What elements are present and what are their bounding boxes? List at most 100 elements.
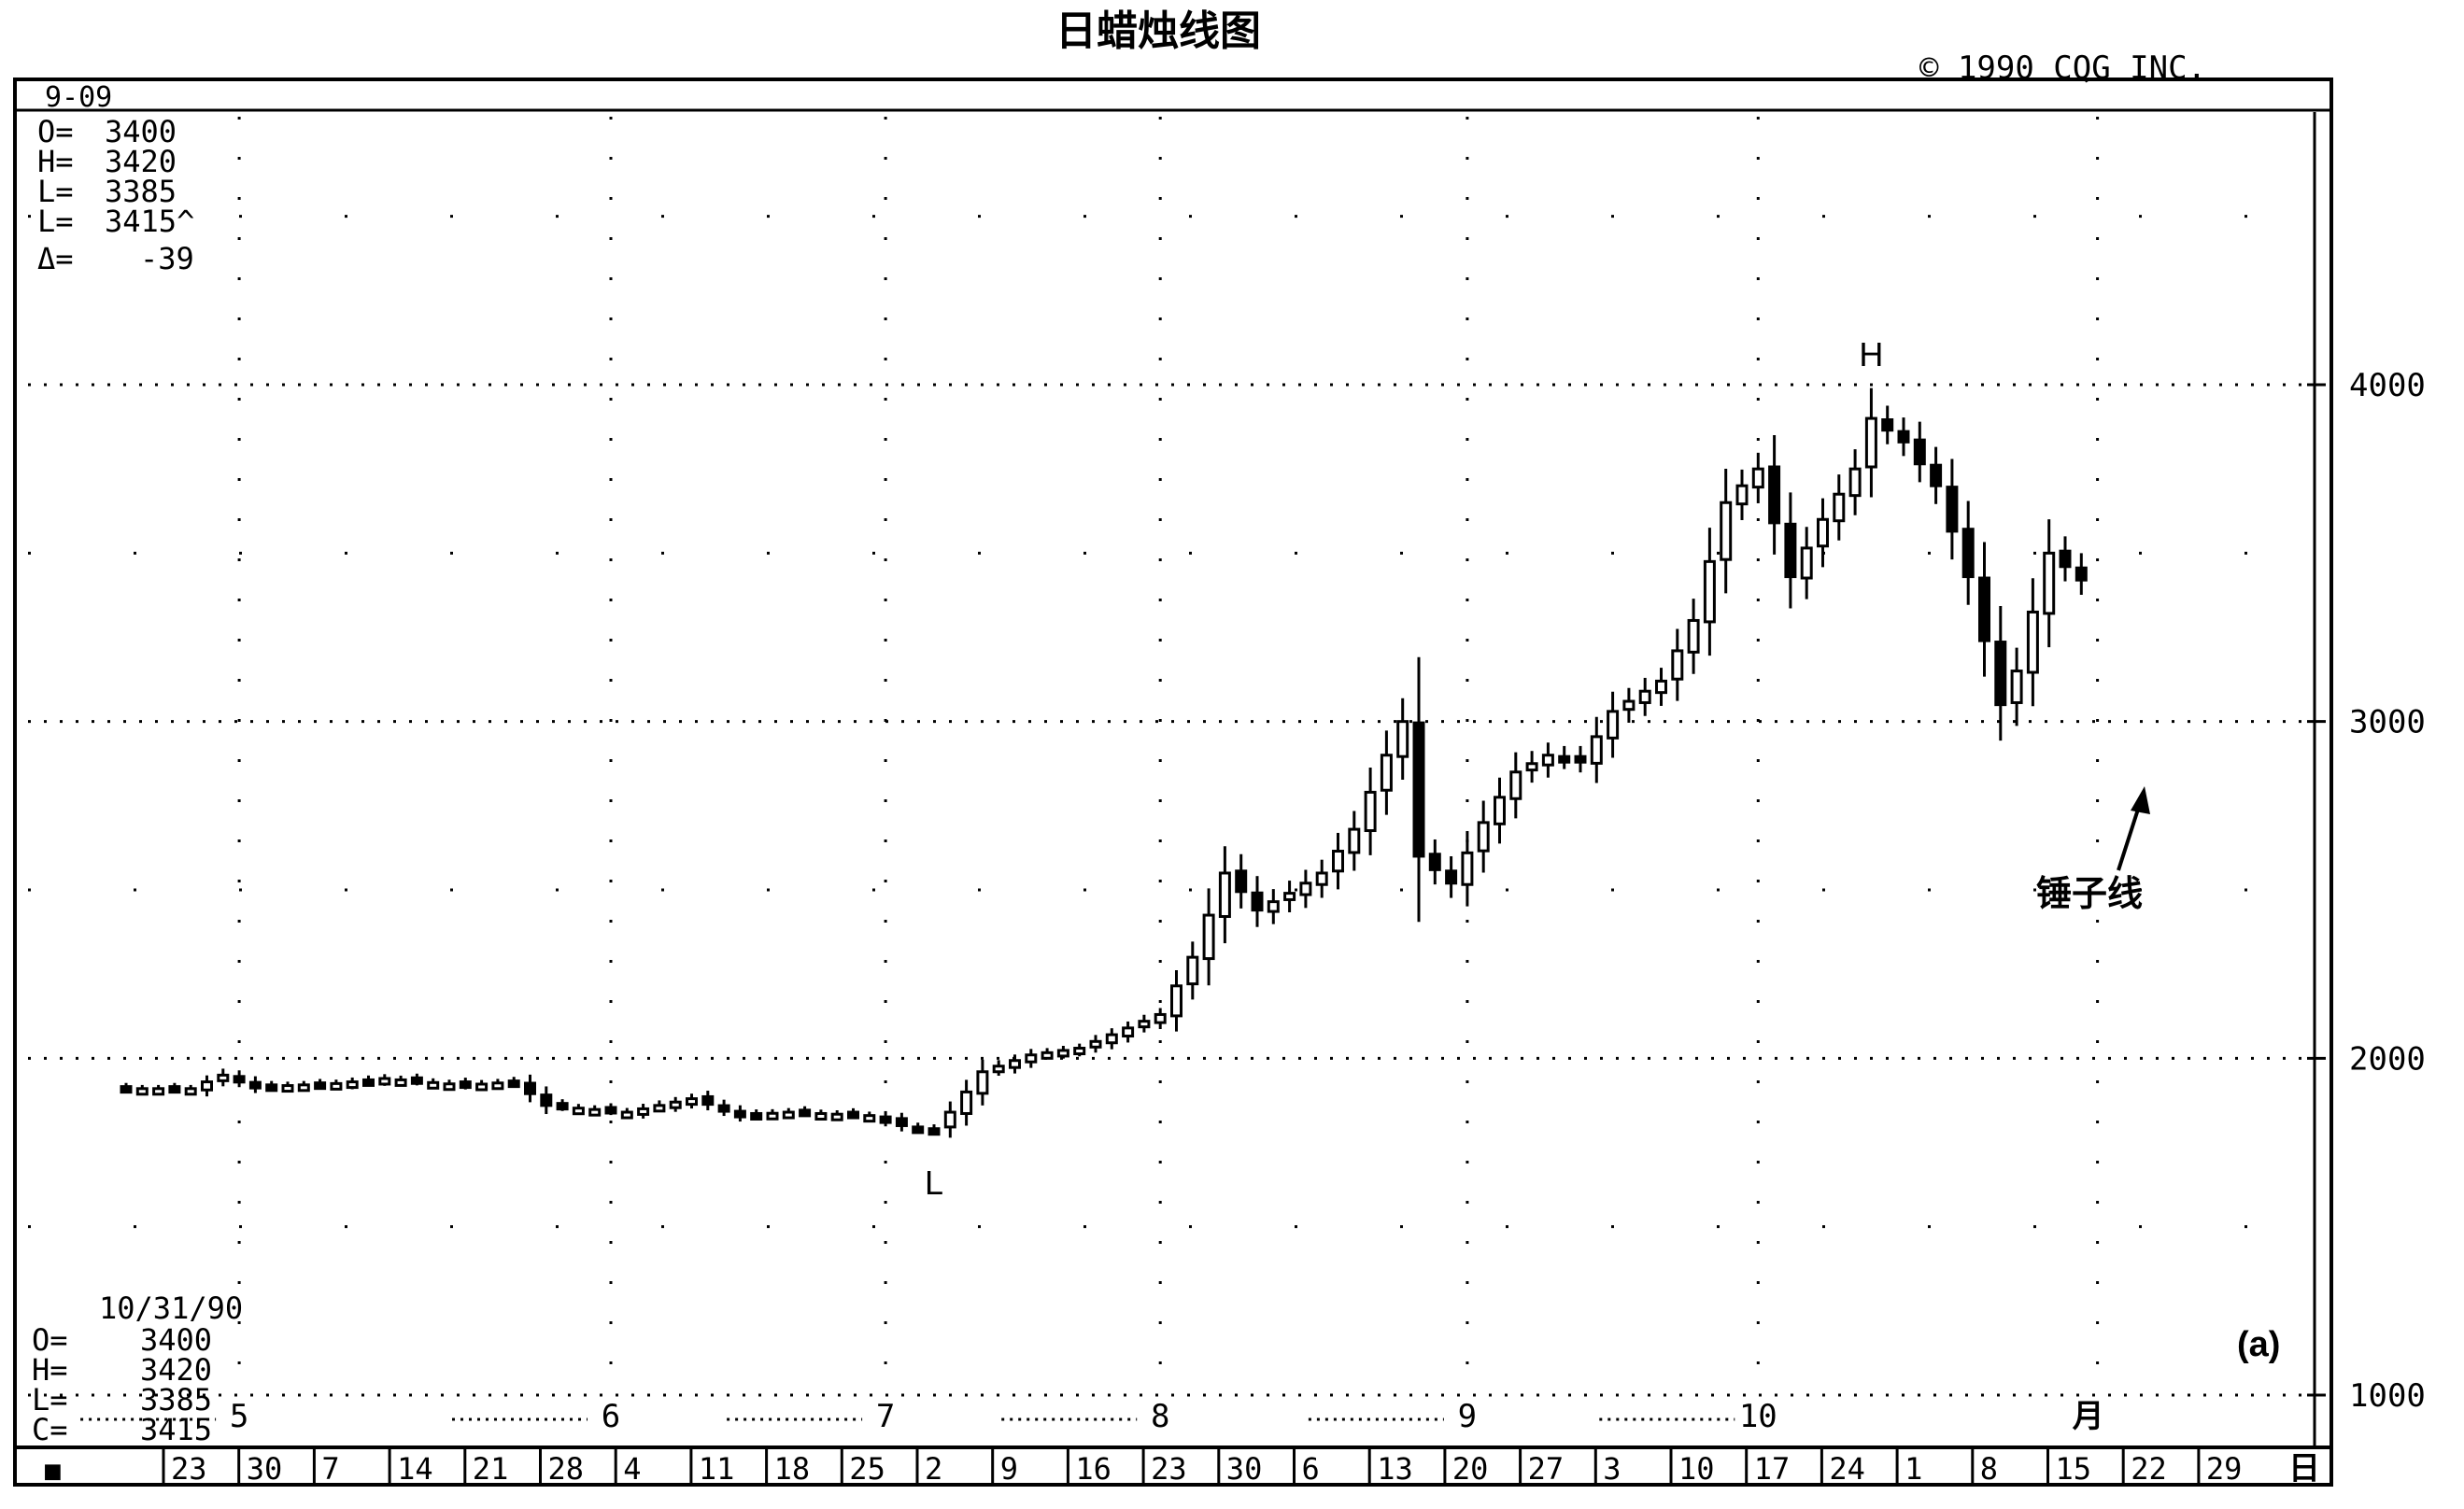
candle-body: [1946, 486, 1959, 533]
candle-body: [1056, 1049, 1069, 1058]
candle-body: [1235, 869, 1248, 894]
bottom-info-label: C=: [32, 1412, 68, 1447]
week-label: 21: [473, 1451, 509, 1487]
candle-body: [1218, 871, 1231, 918]
hammer-annotation: 锤子线: [2036, 873, 2143, 914]
candle-body: [750, 1111, 763, 1121]
top-info-value: -39: [140, 241, 194, 276]
candle-body: [1994, 641, 2007, 707]
candle-body: [2059, 549, 2072, 569]
top-info-label: H=: [37, 144, 74, 179]
y-tick-label: 4000: [2349, 367, 2426, 404]
week-label: 13: [1377, 1451, 1413, 1487]
candle-body: [912, 1125, 925, 1135]
top-info-value: 3400: [105, 114, 177, 149]
candle-body: [669, 1100, 682, 1109]
candle-body: [2075, 566, 2088, 582]
week-label: 4: [623, 1451, 641, 1487]
candle-body: [540, 1093, 553, 1107]
week-label: 8: [1980, 1451, 1998, 1487]
candle-body: [1720, 501, 1733, 561]
candle-body: [960, 1090, 973, 1115]
candle-body: [766, 1111, 779, 1121]
candle-body: [362, 1078, 375, 1087]
top-info-label: L=: [37, 174, 74, 209]
top-info-value: 3420: [105, 144, 177, 179]
hammer-arrowhead: [2131, 786, 2150, 814]
candle-body: [1848, 467, 1862, 498]
week-label: 24: [1829, 1451, 1865, 1487]
candle-body: [1768, 465, 1781, 525]
panel-label: (a): [2237, 1325, 2280, 1364]
candle-body: [1864, 416, 1877, 469]
candle-body: [184, 1087, 197, 1096]
candle-body: [1025, 1053, 1038, 1064]
candle-body: [799, 1108, 812, 1118]
candle-body: [943, 1110, 956, 1129]
low-annotation: L: [925, 1163, 943, 1202]
month-label: 7: [876, 1398, 895, 1435]
month-labels: 5 6 7 8 9 10 月: [80, 1398, 2104, 1435]
candle-body: [620, 1110, 633, 1120]
month-label: 10: [1739, 1398, 1777, 1435]
bottom-info-block: 10/31/90 O= 3400 H= 3420 L= 3385 C= 3415: [32, 1290, 243, 1447]
candle-body: [1283, 892, 1296, 901]
candle-body: [427, 1080, 440, 1090]
candle-body: [1494, 796, 1506, 825]
candle-body: [847, 1110, 859, 1120]
candle-body: [588, 1107, 602, 1117]
y-tick-label: 3000: [2349, 704, 2426, 741]
bottom-info-label: L=: [32, 1382, 68, 1417]
candle-body: [863, 1114, 876, 1123]
bottom-info-value: 3415: [140, 1412, 212, 1447]
candle-body: [879, 1115, 892, 1124]
month-label: 月: [2073, 1398, 2104, 1435]
candle-body: [733, 1109, 746, 1119]
top-info-block: O= 3400 H= 3420 L= 3385 L= 3415^ Δ= -39: [37, 114, 194, 276]
candle-body: [168, 1085, 181, 1094]
candle-body: [1913, 438, 1926, 466]
y-tick-label: 2000: [2349, 1040, 2426, 1078]
candle-body: [1622, 699, 1636, 712]
candle-body: [1574, 754, 1587, 764]
candle-body: [1380, 754, 1393, 792]
candle-body: [604, 1106, 617, 1115]
week-label: 15: [2056, 1451, 2092, 1487]
candle-body: [120, 1085, 133, 1094]
candle-body: [1638, 689, 1651, 704]
week-label: 25: [849, 1451, 885, 1487]
chart-frame: [13, 78, 2333, 1480]
bottom-info-value: 3385: [140, 1382, 212, 1417]
candle-body: [1348, 827, 1361, 854]
candle-body: [1428, 853, 1441, 871]
candle-body: [992, 1065, 1005, 1074]
week-label: 2: [925, 1451, 942, 1487]
candle-body: [1833, 492, 1846, 523]
candle-body: [1671, 649, 1684, 681]
candle-body: [1315, 871, 1328, 886]
candle-body: [2026, 610, 2039, 674]
candle-body: [1170, 984, 1182, 1018]
bottom-info-date: 10/31/90: [99, 1290, 243, 1326]
week-labels: 23 30 7 14 21 28 4 11 18 25 2 9 16 23 30 6 13 20 27 3 10 17 24…: [162, 1447, 2242, 1487]
top-info-label: Δ=: [37, 241, 74, 276]
candle-body: [1784, 522, 1797, 579]
candle-body: [346, 1080, 359, 1090]
candle-body: [1735, 484, 1749, 506]
candle-body: [443, 1082, 456, 1092]
candle-body: [1396, 720, 1409, 758]
month-label: 5: [230, 1398, 248, 1435]
candle-body: [1154, 1012, 1167, 1024]
candle-body: [330, 1081, 343, 1091]
candle-body: [1364, 790, 1377, 833]
candle-body: [233, 1075, 246, 1084]
candle-body: [1655, 679, 1667, 695]
candle-body: [701, 1094, 715, 1107]
candle-body: [1477, 821, 1490, 853]
candle-body: [1009, 1059, 1021, 1069]
top-info-value: 3385: [105, 174, 177, 209]
candle-body: [686, 1097, 698, 1107]
candle-body: [2010, 670, 2023, 704]
candle-body: [1881, 418, 1894, 432]
